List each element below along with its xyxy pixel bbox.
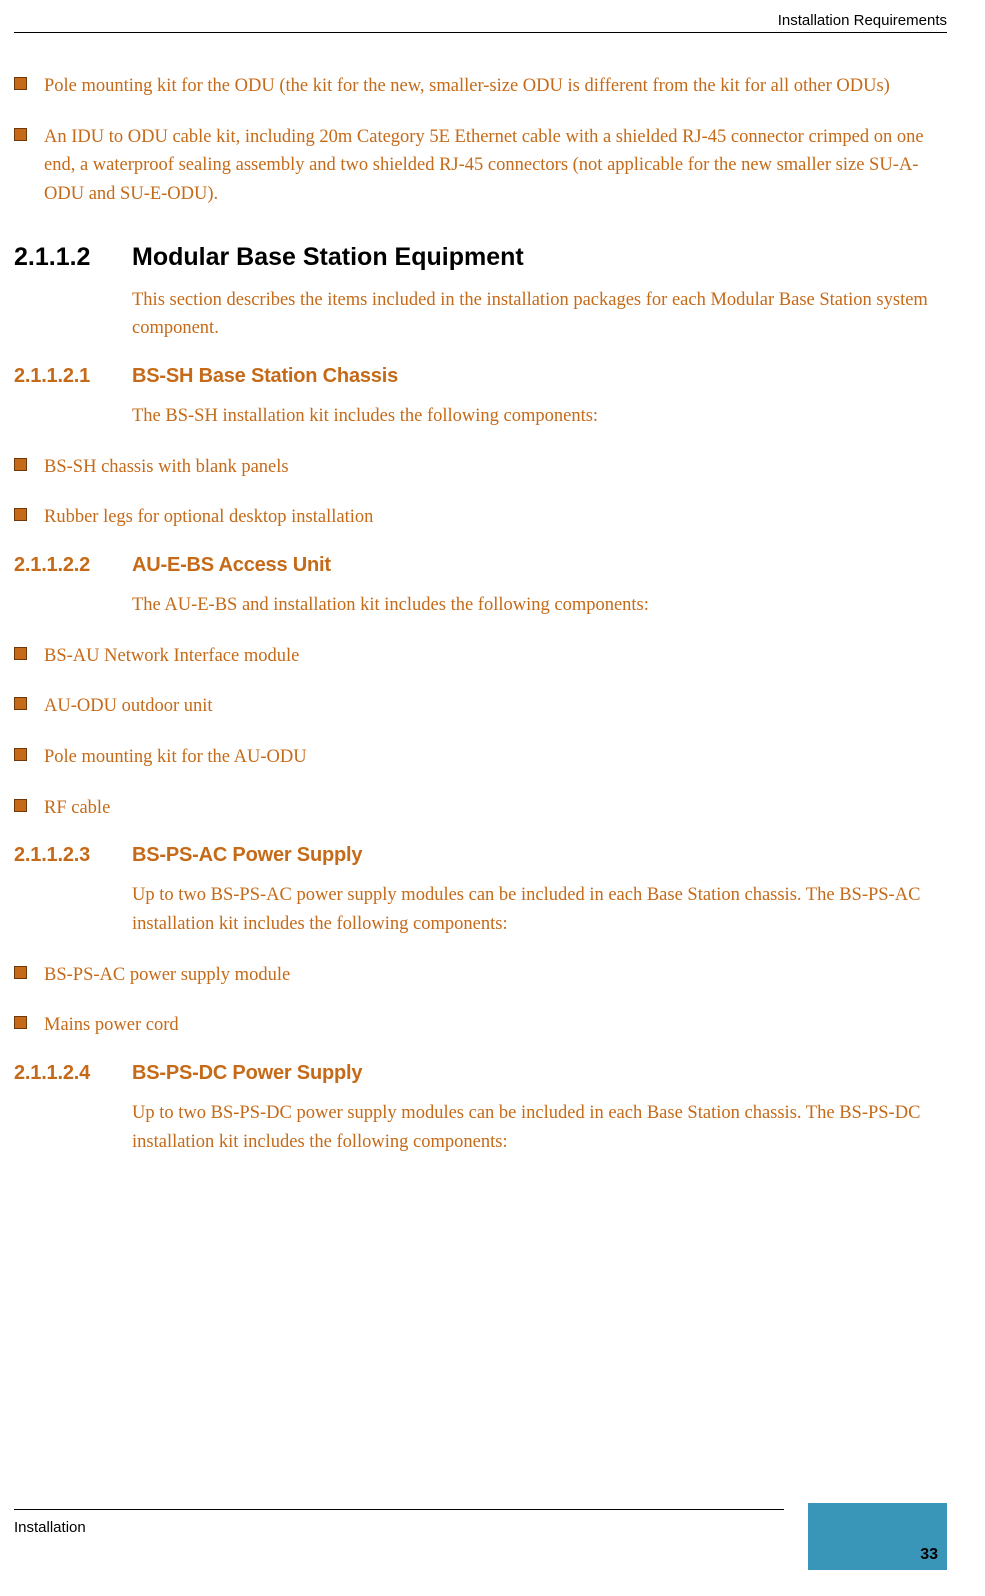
subsection-bullet-list: BS-PS-AC power supply module Mains power… (14, 961, 947, 1040)
list-item: BS-SH chassis with blank panels (14, 453, 947, 482)
footer-rule (14, 1509, 784, 1510)
list-item: Pole mounting kit for the AU-ODU (14, 743, 947, 772)
subsection-intro: Up to two BS-PS-DC power supply modules … (132, 1099, 947, 1156)
square-bullet-icon (14, 128, 27, 141)
list-item-text: Mains power cord (44, 1015, 179, 1035)
subsection-number: 2.1.1.2.1 (14, 365, 132, 388)
subsection-number: 2.1.1.2.3 (14, 844, 132, 867)
list-item-text: Pole mounting kit for the ODU (the kit f… (44, 76, 890, 96)
subsection-heading: 2.1.1.2.4 BS-PS-DC Power Supply (14, 1062, 947, 1085)
subsection-number: 2.1.1.2.4 (14, 1062, 132, 1085)
subsection-heading: 2.1.1.2.1 BS-SH Base Station Chassis (14, 365, 947, 388)
square-bullet-icon (14, 77, 27, 90)
list-item-text: Rubber legs for optional desktop install… (44, 507, 373, 527)
square-bullet-icon (14, 966, 27, 979)
list-item: Mains power cord (14, 1011, 947, 1040)
list-item: BS-PS-AC power supply module (14, 961, 947, 990)
list-item: AU-ODU outdoor unit (14, 692, 947, 721)
list-item: Pole mounting kit for the ODU (the kit f… (14, 72, 947, 101)
footer-left: Installation (14, 1519, 86, 1536)
header-rule (14, 32, 947, 33)
page-header-right: Installation Requirements (778, 12, 947, 29)
square-bullet-icon (14, 647, 27, 660)
square-bullet-icon (14, 799, 27, 812)
subsection-intro: The AU-E-BS and installation kit include… (132, 591, 947, 620)
subsection-intro: The BS-SH installation kit includes the … (132, 402, 947, 431)
square-bullet-icon (14, 508, 27, 521)
subsection-title: BS-SH Base Station Chassis (132, 365, 398, 388)
subsection-title: BS-PS-DC Power Supply (132, 1062, 362, 1085)
content-area: Pole mounting kit for the ODU (the kit f… (14, 50, 947, 1164)
square-bullet-icon (14, 748, 27, 761)
section-number: 2.1.1.2 (14, 243, 132, 272)
list-item-text: An IDU to ODU cable kit, including 20m C… (44, 127, 924, 204)
list-item-text: Pole mounting kit for the AU-ODU (44, 747, 307, 767)
list-item: An IDU to ODU cable kit, including 20m C… (14, 123, 947, 209)
list-item: BS-AU Network Interface module (14, 642, 947, 671)
subsection-heading: 2.1.1.2.2 AU-E-BS Access Unit (14, 554, 947, 577)
square-bullet-icon (14, 697, 27, 710)
list-item: Rubber legs for optional desktop install… (14, 503, 947, 532)
list-item-text: AU-ODU outdoor unit (44, 696, 213, 716)
subsection-title: BS-PS-AC Power Supply (132, 844, 362, 867)
section-intro: This section describes the items include… (132, 286, 947, 343)
list-item-text: BS-SH chassis with blank panels (44, 457, 289, 477)
intro-bullet-list: Pole mounting kit for the ODU (the kit f… (14, 72, 947, 209)
section-heading: 2.1.1.2 Modular Base Station Equipment (14, 243, 947, 272)
subsection-bullet-list: BS-AU Network Interface module AU-ODU ou… (14, 642, 947, 823)
subsection-bullet-list: BS-SH chassis with blank panels Rubber l… (14, 453, 947, 532)
subsection-title: AU-E-BS Access Unit (132, 554, 331, 577)
subsection-number: 2.1.1.2.2 (14, 554, 132, 577)
square-bullet-icon (14, 458, 27, 471)
list-item-text: BS-AU Network Interface module (44, 646, 299, 666)
list-item-text: BS-PS-AC power supply module (44, 965, 290, 985)
section-title: Modular Base Station Equipment (132, 243, 524, 272)
page-number: 33 (920, 1546, 938, 1564)
subsection-intro: Up to two BS-PS-AC power supply modules … (132, 881, 947, 938)
list-item-text: RF cable (44, 798, 110, 818)
subsection-heading: 2.1.1.2.3 BS-PS-AC Power Supply (14, 844, 947, 867)
list-item: RF cable (14, 794, 947, 823)
square-bullet-icon (14, 1016, 27, 1029)
